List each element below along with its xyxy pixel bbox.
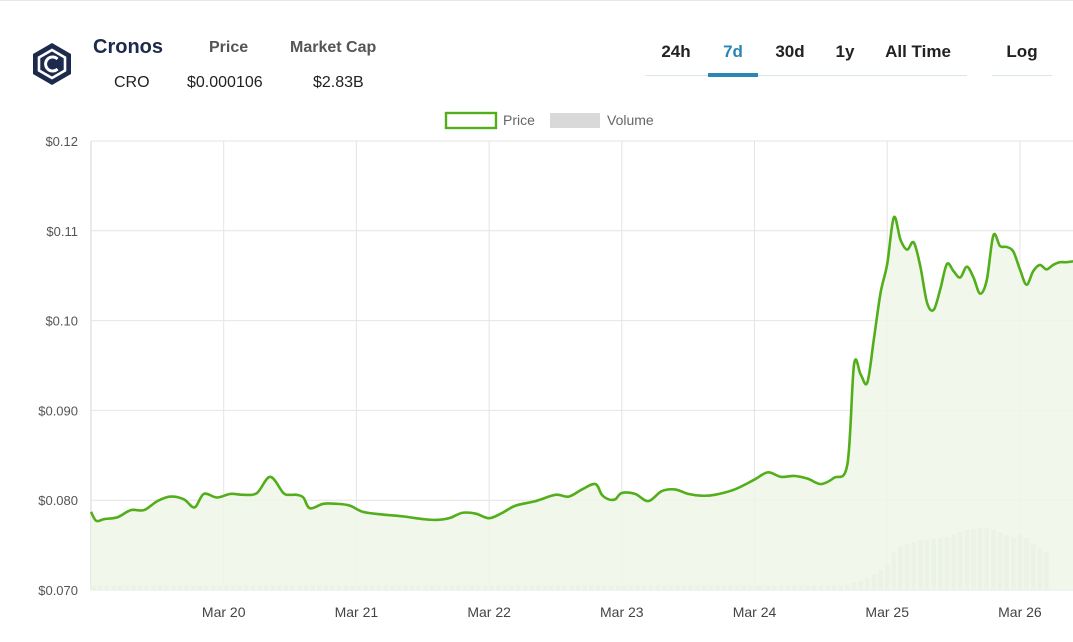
price-label: Price bbox=[209, 39, 249, 56]
y-tick-label: $0.080 bbox=[38, 493, 78, 508]
x-tick-label: Mar 23 bbox=[600, 604, 644, 620]
x-tick-label: Mar 26 bbox=[998, 604, 1042, 620]
price-line bbox=[89, 215, 1073, 523]
y-tick-label: $0.070 bbox=[38, 583, 78, 598]
y-tick-label: $0.090 bbox=[38, 403, 78, 418]
coin-symbol: CRO bbox=[114, 74, 150, 91]
legend-price-label: Price bbox=[503, 112, 535, 128]
legend-price-swatch bbox=[444, 111, 498, 130]
y-tick-label: $0.11 bbox=[46, 224, 78, 239]
top-divider bbox=[0, 0, 1073, 1]
log-scale-button[interactable]: Log bbox=[992, 40, 1052, 76]
x-tick-label: Mar 21 bbox=[335, 604, 379, 620]
price-chart: $0.12 $0.11 $0.10 $0.090 $0.080 $0.070 Mar 20 M… bbox=[38, 111, 1073, 620]
legend-volume-swatch bbox=[550, 113, 600, 128]
x-tick-label: Mar 22 bbox=[467, 604, 511, 620]
cronos-logo-icon bbox=[33, 43, 71, 85]
market-cap-value: $2.83B bbox=[313, 74, 364, 91]
tab-1y[interactable]: 1y bbox=[835, 42, 855, 61]
tab-7d[interactable]: 7d bbox=[708, 40, 758, 77]
timeframe-tabs: 24h 7d 30d 1y All Time bbox=[645, 40, 967, 77]
x-tick-label: Mar 20 bbox=[202, 604, 246, 620]
coin-name: Cronos bbox=[93, 36, 163, 58]
price-value: $0.000106 bbox=[187, 74, 263, 91]
x-tick-label: Mar 25 bbox=[865, 604, 909, 620]
x-tick-label: Mar 24 bbox=[733, 604, 777, 620]
tab-all-time[interactable]: All Time bbox=[885, 42, 951, 61]
y-tick-label: $0.10 bbox=[45, 314, 78, 329]
price-area bbox=[91, 216, 1073, 590]
legend-volume-label: Volume bbox=[607, 112, 654, 128]
market-cap-label: Market Cap bbox=[290, 39, 377, 56]
tab-30d[interactable]: 30d bbox=[775, 42, 805, 61]
y-tick-label: $0.12 bbox=[45, 134, 78, 149]
tab-24h[interactable]: 24h bbox=[661, 42, 691, 61]
